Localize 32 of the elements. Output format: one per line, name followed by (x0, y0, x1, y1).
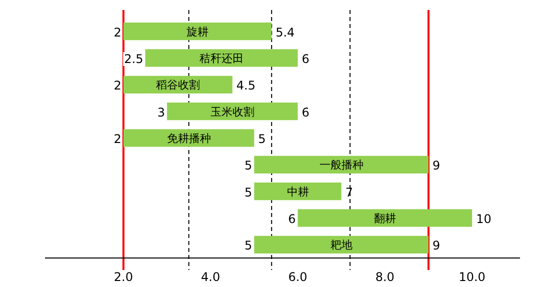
x-tick-label: 2.0 (114, 270, 133, 284)
x-tick-label: 10.0 (458, 270, 486, 284)
annotation: 2 (114, 78, 122, 93)
annotation: 7 (345, 185, 353, 200)
annotation: 5 (244, 158, 252, 173)
annotation: 5 (244, 238, 252, 253)
y-tick-label: 一般播种 (319, 158, 364, 172)
annotation: 9 (432, 238, 440, 253)
y-tick-label: 玉米收割 (210, 105, 254, 118)
annotation: 3 (157, 105, 166, 120)
y-tick-label: 中耕 (286, 185, 309, 198)
annotation: 2 (114, 25, 122, 40)
y-tick-label: 免耕播种 (166, 132, 211, 145)
annotation: 10 (476, 212, 492, 226)
annotation: 4.5 (236, 78, 256, 93)
annotation: 2.5 (124, 52, 144, 66)
annotation: 5 (244, 185, 252, 200)
y-tick-label: 旋耕 (186, 25, 209, 38)
x-tick-label: 6.0 (288, 270, 308, 284)
y-tick-label: 稻谷收割 (156, 78, 200, 92)
annotation: 6 (288, 212, 296, 226)
annotation: 9 (432, 158, 440, 173)
y-tick-label: 耙地 (330, 238, 352, 252)
annotation: 6 (302, 105, 310, 120)
y-tick-label: 翻耕 (374, 212, 396, 225)
annotation: 5.4 (276, 25, 295, 40)
annotation: 6 (302, 52, 310, 66)
annotation: 5 (258, 132, 266, 146)
x-tick-label: 4.0 (201, 270, 220, 284)
y-tick-label: 秸秆还田 (199, 52, 244, 65)
annotation: 2 (114, 132, 122, 146)
x-tick-label: 8.0 (375, 270, 394, 284)
